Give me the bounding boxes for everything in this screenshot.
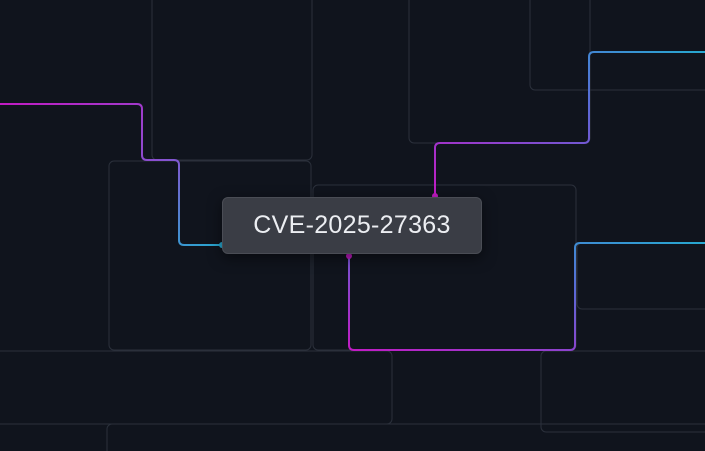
connector-top-right [434, 51, 705, 196]
grid-box [106, 423, 705, 451]
grid-box [151, 0, 313, 161]
connector-left [0, 103, 222, 246]
connector-dot [346, 253, 352, 259]
cve-node-label: CVE-2025-27363 [253, 211, 451, 239]
grid-box [576, 242, 705, 310]
grid-box [108, 160, 312, 351]
grid-box [408, 0, 591, 144]
grid-box [529, 0, 705, 91]
grid-box [0, 350, 393, 425]
connector-bottom-right [348, 242, 705, 351]
cve-node[interactable]: CVE-2025-27363 [222, 197, 482, 254]
grid-box [540, 350, 705, 433]
